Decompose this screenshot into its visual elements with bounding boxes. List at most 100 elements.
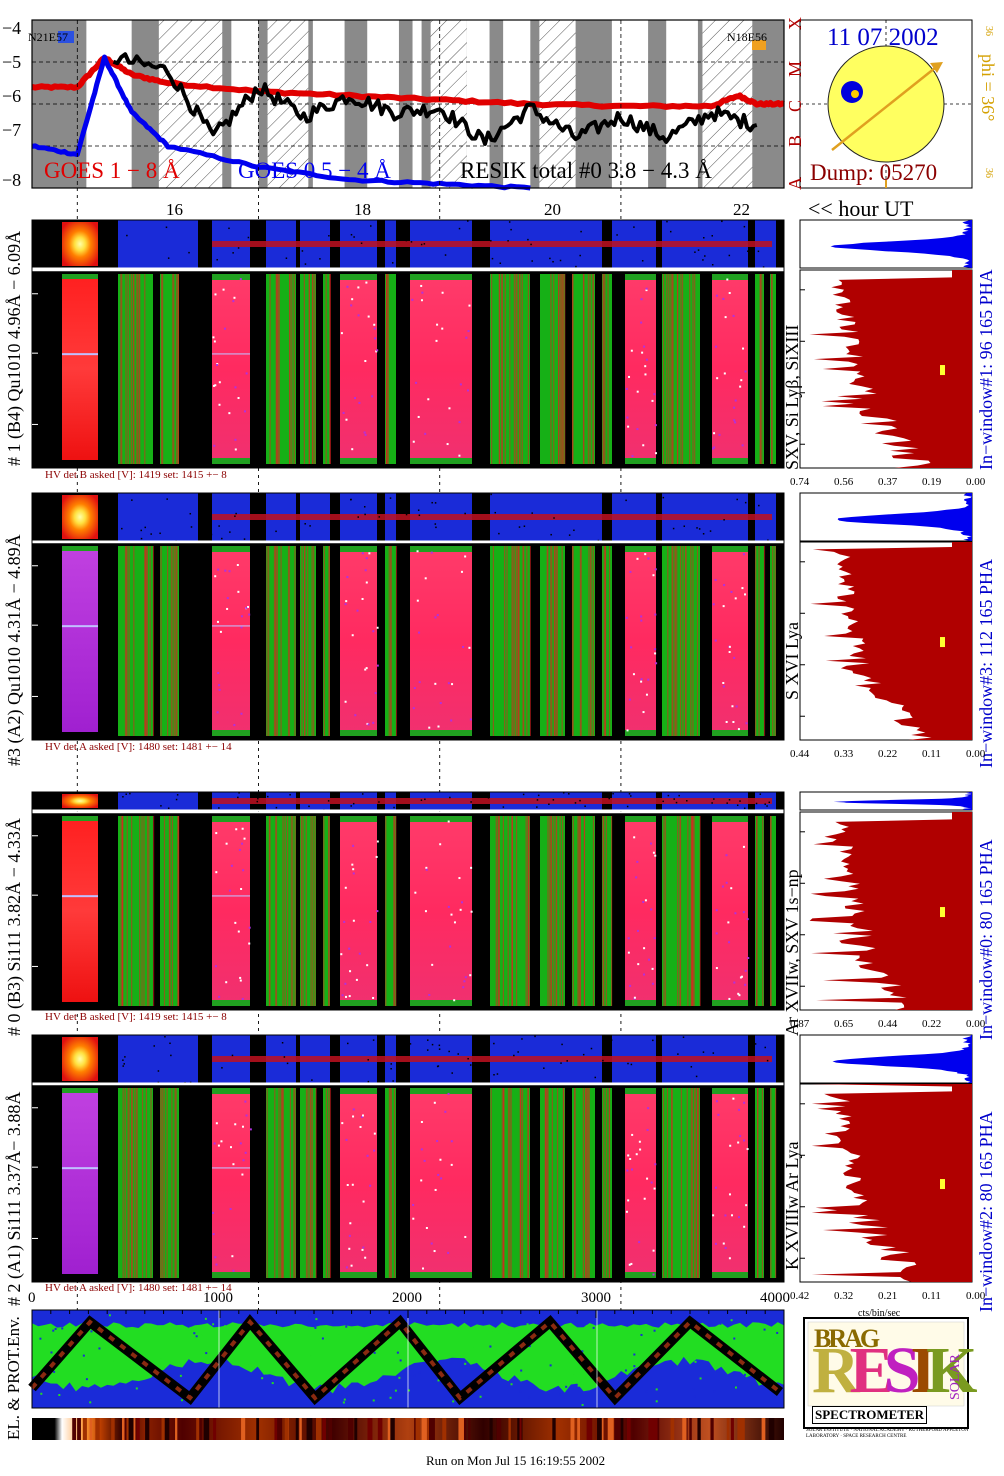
pha-noise: [768, 801, 771, 804]
pha-noise: [357, 516, 359, 518]
spectrogram-red-stripe: [608, 1088, 611, 1278]
spectrogram-green-col: [770, 816, 776, 1006]
spectrogram-speckle: [627, 1199, 630, 1202]
spectrogram-red-stripe: [699, 816, 701, 1006]
detector-panel-0: [31, 219, 973, 469]
spectrogram-speckle: [469, 974, 472, 977]
flare-block: [62, 1092, 98, 1274]
spectrogram-red-stripe: [772, 546, 774, 736]
spectrogram-red-stripe: [572, 274, 574, 464]
pha-noise: [283, 1056, 286, 1058]
spectrogram-speckle: [420, 1120, 423, 1123]
env-speckle: [460, 1363, 463, 1366]
phi-arrow: [831, 63, 941, 151]
spectrogram-speckle: [352, 868, 355, 871]
pha-noise: [361, 793, 364, 795]
spectrogram-speckle: [653, 937, 656, 940]
spectrogram-red-stripe: [553, 816, 555, 1006]
spectrogram-red-stripe: [136, 1088, 138, 1278]
spectrogram-bottom-edge: [712, 730, 748, 736]
spectrogram-top-edge: [410, 816, 472, 822]
spectrogram-green-col: [323, 546, 330, 736]
spectrogram-red-stripe: [130, 274, 132, 464]
env-speckle: [113, 1333, 116, 1336]
env-speckle: [633, 1365, 636, 1368]
pha-noise: [228, 227, 230, 230]
spectrogram-speckle: [233, 296, 236, 299]
hour-tick: 18: [354, 200, 371, 219]
pha-noise: [764, 1046, 766, 1049]
env-strip-cell: [761, 1418, 766, 1440]
spectrogram-bottom-edge: [212, 1000, 250, 1006]
spectrogram-red-stripe: [136, 274, 138, 464]
pha-noise: [166, 498, 168, 500]
env-speckle: [528, 1345, 531, 1348]
spectrogram-speckle: [745, 722, 748, 725]
panel-frame: [31, 492, 785, 741]
detector-panel-2: [31, 791, 973, 1011]
pha-noise: [697, 249, 700, 251]
spectrogram-speckle: [367, 315, 370, 318]
env-speckle: [398, 1376, 401, 1379]
spectrogram-red-stripe: [293, 1088, 295, 1278]
spectrogram-red-stripe: [325, 1088, 328, 1278]
phi-tick-bottom: 36: [983, 168, 994, 178]
spectrogram-speckle: [364, 433, 367, 436]
env-speckle: [129, 1394, 132, 1397]
pha-noise: [208, 252, 210, 254]
spectrogram-red-stripe: [525, 816, 527, 1006]
env-speckle: [473, 1345, 476, 1348]
pha-noise: [566, 1060, 568, 1062]
panel-frame: [31, 1034, 785, 1283]
spectrogram-speckle: [717, 1113, 720, 1116]
spectrogram-red-stripe: [555, 816, 557, 1006]
env-speckle: [195, 1335, 198, 1338]
env-strip-cell: [597, 1418, 602, 1440]
env-speckle: [108, 1314, 111, 1317]
env-speckle: [338, 1332, 341, 1335]
hour-tick: 16: [166, 200, 183, 219]
env-speckle: [528, 1396, 531, 1399]
spectrogram-speckle: [635, 1153, 638, 1156]
spectrogram-red-stripe: [126, 816, 128, 1006]
pha-noise: [237, 247, 240, 249]
env-strip-cell: [726, 1418, 730, 1440]
spectrogram-speckle: [713, 432, 716, 435]
env-strip-cell: [737, 1418, 743, 1440]
env-speckle: [733, 1337, 736, 1340]
env-speckle: [279, 1314, 282, 1317]
spectrogram-red-stripe: [294, 816, 296, 1006]
pha-noise: [666, 220, 668, 223]
profile-tick-label: 0.56: [834, 476, 854, 488]
spectrogram-green-col: [755, 1088, 764, 1278]
spectrogram-speckle: [351, 634, 354, 637]
spectrogram-red-stripe: [671, 1088, 673, 1278]
pha-noise: [467, 220, 469, 222]
spectrogram-red-stripe: [605, 1088, 608, 1278]
spectrogram-speckle: [219, 630, 222, 633]
env-speckle: [699, 1377, 702, 1380]
pha-noise: [552, 799, 555, 801]
env-strip-cell: [203, 1418, 210, 1440]
pha-noise: [256, 800, 259, 803]
env-speckle: [479, 1395, 482, 1398]
env-speckle: [56, 1339, 59, 1342]
spectrogram-speckle: [727, 921, 730, 924]
spectrogram-speckle: [416, 550, 419, 553]
pha-noise: [170, 1054, 172, 1057]
pha-noise: [370, 225, 372, 227]
spectrogram-red-stripe: [269, 816, 271, 1006]
spectrogram-speckle: [733, 656, 736, 659]
env-speckle: [372, 1399, 375, 1402]
pha-noise: [347, 1042, 349, 1045]
env-strip-cell: [442, 1418, 446, 1440]
spectrogram-red-stripe: [282, 1088, 284, 1278]
profile-tick-label: 0.44: [790, 748, 810, 760]
env-speckle: [532, 1314, 535, 1317]
spectrogram-speckle: [464, 976, 467, 979]
pha-noise: [469, 1064, 472, 1066]
spectral-line-mark: [62, 1167, 98, 1170]
spectrogram-red-stripe: [120, 816, 122, 1006]
spectrogram-speckle: [214, 965, 217, 968]
spectrogram-speckle: [361, 1248, 364, 1251]
